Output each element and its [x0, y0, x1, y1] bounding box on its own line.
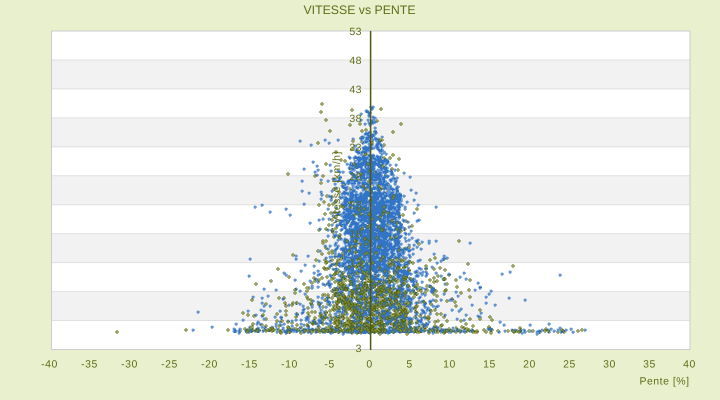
svg-text:Pente [%]: Pente [%] — [639, 376, 689, 388]
svg-text:23: 23 — [349, 200, 362, 212]
svg-text:38: 38 — [349, 113, 362, 125]
svg-text:-40: -40 — [41, 359, 58, 371]
svg-text:10: 10 — [443, 359, 456, 371]
svg-text:53: 53 — [349, 26, 362, 38]
svg-text:VITESSE vs PENTE: VITESSE vs PENTE — [303, 3, 415, 17]
svg-text:30: 30 — [603, 359, 616, 371]
svg-text:40: 40 — [683, 359, 696, 371]
svg-text:35: 35 — [643, 359, 656, 371]
svg-text:-10: -10 — [281, 359, 298, 371]
svg-text:3: 3 — [356, 343, 362, 355]
svg-text:-15: -15 — [241, 359, 258, 371]
svg-text:18: 18 — [349, 229, 362, 241]
svg-text:8: 8 — [356, 287, 362, 299]
svg-text:15: 15 — [483, 359, 496, 371]
svg-text:43: 43 — [349, 84, 362, 96]
svg-text:25: 25 — [563, 359, 576, 371]
svg-text:48: 48 — [349, 55, 362, 67]
svg-text:-30: -30 — [121, 359, 138, 371]
svg-text:0: 0 — [366, 359, 372, 371]
svg-text:-25: -25 — [161, 359, 178, 371]
svg-text:20: 20 — [523, 359, 536, 371]
svg-text:-5: -5 — [324, 359, 334, 371]
svg-text:33: 33 — [349, 142, 362, 154]
svg-text:-20: -20 — [201, 359, 218, 371]
svg-text:28: 28 — [349, 171, 362, 183]
svg-text:Vitesse [km/h]: Vitesse [km/h] — [331, 151, 343, 224]
svg-text:-35: -35 — [81, 359, 98, 371]
svg-text:5: 5 — [406, 359, 412, 371]
svg-text:13: 13 — [349, 258, 362, 270]
